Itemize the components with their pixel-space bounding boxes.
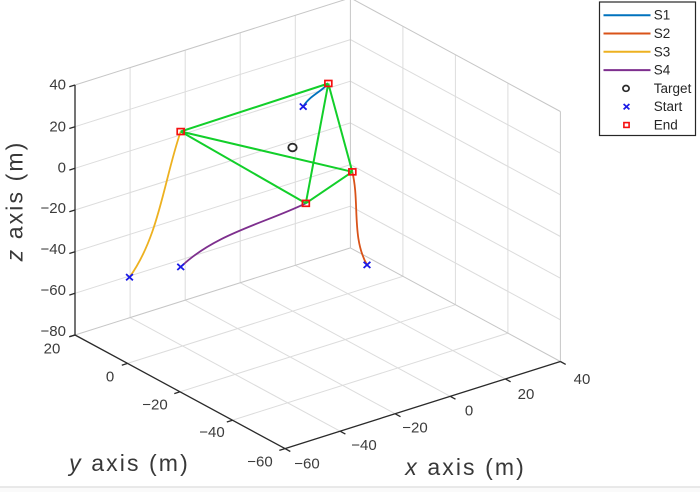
svg-text:0: 0 <box>465 403 473 420</box>
svg-text:End: End <box>654 118 678 133</box>
svg-text:−40: −40 <box>199 424 224 441</box>
svg-text:y axis (m): y axis (m) <box>67 450 190 476</box>
svg-text:20: 20 <box>49 119 66 136</box>
svg-text:−40: −40 <box>41 241 66 258</box>
svg-text:−60: −60 <box>41 282 66 299</box>
svg-text:40: 40 <box>49 77 66 94</box>
svg-text:Target: Target <box>654 81 692 96</box>
svg-text:S2: S2 <box>654 26 671 41</box>
svg-text:20: 20 <box>518 386 535 403</box>
svg-text:S4: S4 <box>654 63 671 78</box>
svg-text:−20: −20 <box>142 397 167 414</box>
svg-text:0: 0 <box>106 369 114 386</box>
svg-text:0: 0 <box>58 160 66 177</box>
svg-text:40: 40 <box>574 371 591 388</box>
svg-text:x axis (m): x axis (m) <box>404 454 526 480</box>
svg-text:S1: S1 <box>654 8 671 23</box>
svg-text:−20: −20 <box>402 420 427 437</box>
svg-text:−60: −60 <box>294 456 319 473</box>
svg-text:−60: −60 <box>247 454 272 471</box>
svg-text:20: 20 <box>44 341 61 358</box>
svg-text:−40: −40 <box>351 437 376 454</box>
svg-text:S3: S3 <box>654 44 671 59</box>
svg-text:z axis (m): z axis (m) <box>2 141 28 263</box>
svg-text:Start: Start <box>654 99 683 114</box>
svg-text:−80: −80 <box>41 323 66 340</box>
svg-text:−20: −20 <box>41 200 66 217</box>
